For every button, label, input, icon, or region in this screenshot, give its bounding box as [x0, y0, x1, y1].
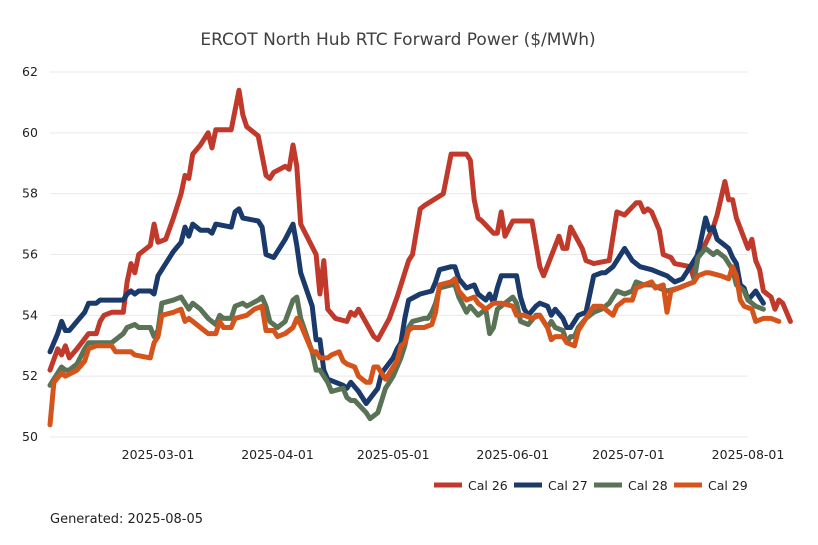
legend-label: Cal 28	[628, 478, 668, 493]
series-lines	[47, 87, 793, 428]
x-tick-label: 2025-05-01	[357, 447, 430, 462]
y-tick-label: 50	[22, 429, 38, 444]
legend-label: Cal 26	[468, 478, 508, 493]
y-axis-ticks: 50 52 54 56 58 60 62	[22, 64, 38, 444]
y-tick-label: 54	[22, 307, 38, 322]
x-tick-label: 2025-06-01	[476, 447, 549, 462]
grid-lines	[50, 71, 748, 438]
legend-label: Cal 29	[708, 478, 748, 493]
x-tick-label: 2025-08-01	[712, 447, 785, 462]
y-tick-label: 62	[22, 64, 38, 79]
x-tick-label: 2025-03-01	[122, 447, 195, 462]
x-tick-label: 2025-04-01	[241, 447, 314, 462]
series-line-cal-28	[47, 245, 766, 422]
x-tick-label: 2025-07-01	[592, 447, 665, 462]
legend-label: Cal 27	[548, 478, 588, 493]
generated-footer: Generated: 2025-08-05	[50, 512, 204, 527]
y-tick-label: 60	[22, 125, 38, 140]
series-line-cal-29	[47, 264, 782, 428]
y-tick-label: 52	[22, 368, 38, 383]
chart-title: ERCOT North Hub RTC Forward Power ($/MWh…	[200, 30, 595, 50]
series-line-cal-27	[47, 206, 766, 406]
y-tick-label: 56	[22, 247, 38, 262]
x-axis-ticks: 2025-03-01 2025-04-01 2025-05-01 2025-06-01…	[122, 447, 785, 462]
y-tick-label: 58	[22, 186, 38, 201]
legend: Cal 26 Cal 27 Cal 28 Cal 29	[434, 478, 748, 493]
